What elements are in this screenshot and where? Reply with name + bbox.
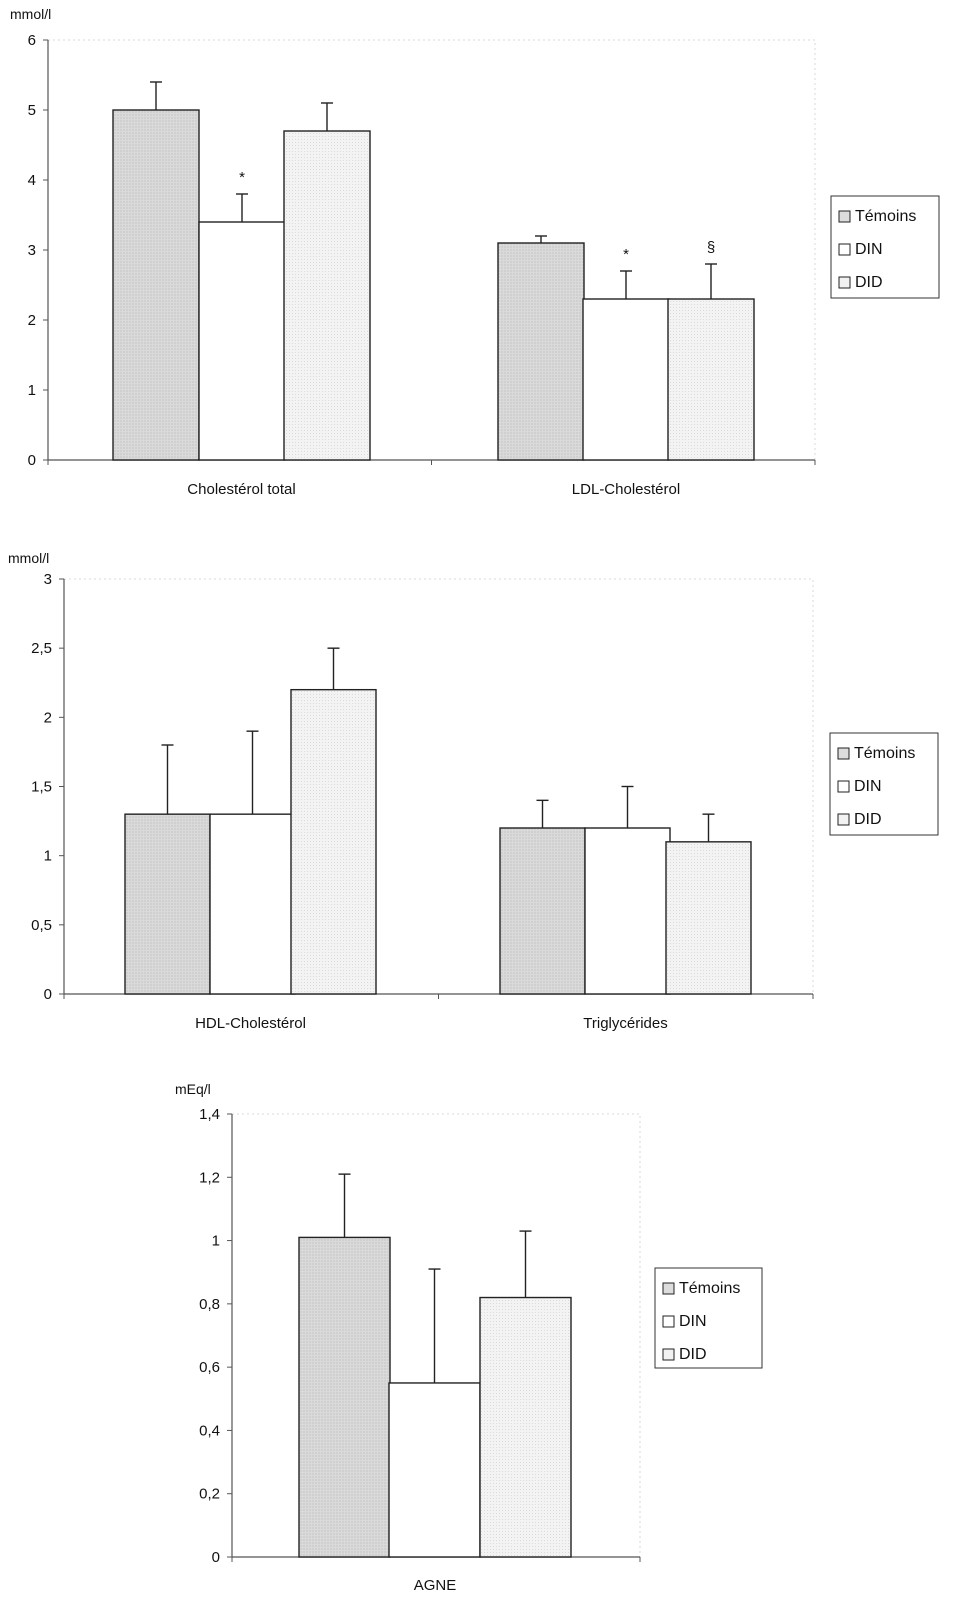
y-tick-label: 1 [212, 1233, 220, 1250]
y-axis-unit-label: mmol/l [8, 550, 49, 566]
y-tick-label: 0 [28, 452, 36, 469]
legend-swatch [662, 1315, 675, 1328]
bar-tmoins [112, 109, 200, 461]
y-tick-label: 1 [28, 382, 36, 399]
bar-din [388, 1382, 481, 1558]
bar-tmoins [124, 813, 211, 995]
y-tick-label: 0,5 [31, 917, 52, 934]
x-category-label: AGNE [414, 1577, 457, 1594]
bar-did [283, 130, 371, 461]
bar-tmoins [298, 1236, 391, 1558]
legend-swatch [662, 1348, 675, 1361]
chart-panel-2: 0 0,5 1 1,5 2 2,5 3 mmol/l HDL-Cholestérol Trigly… [8, 550, 939, 1032]
legend-entry: DIN [679, 1313, 707, 1330]
y-tick-label: 4 [28, 172, 36, 189]
legend-entry: DID [855, 274, 883, 291]
bar-did [665, 841, 752, 995]
y-tick-label: 0,6 [199, 1359, 220, 1376]
legend-entry: Témoins [854, 745, 915, 762]
y-tick-label: 0 [44, 986, 52, 1003]
legend-swatch [837, 747, 850, 760]
x-category-label: HDL-Cholestérol [195, 1015, 306, 1032]
bar-did [667, 298, 755, 461]
legend-swatch [838, 210, 851, 223]
y-axis-unit-label: mmol/l [10, 6, 51, 22]
legend-swatch [838, 276, 851, 289]
bar-din [584, 827, 671, 995]
legend: Témoins DIN DID [654, 1267, 763, 1369]
y-tick-label: 5 [28, 102, 36, 119]
legend-entry: DIN [854, 778, 882, 795]
y-tick-label: 6 [28, 32, 36, 49]
legend: Témoins DIN DID [830, 195, 940, 299]
x-category-label: Cholestérol total [187, 481, 295, 498]
significance-mark: * [239, 169, 245, 186]
chart-panel-1: 0 1 2 3 4 5 6 mmol/l * Cholestérol total * § LDL-Cho… [10, 6, 940, 498]
y-tick-label: 2,5 [31, 640, 52, 657]
y-tick-label: 1 [44, 848, 52, 865]
x-category-label: Triglycérides [583, 1015, 667, 1032]
bar-din [198, 221, 286, 461]
bar-did [479, 1296, 572, 1558]
y-tick-label: 2 [44, 709, 52, 726]
y-axis-unit-label: mEq/l [175, 1081, 211, 1097]
bar-din [582, 298, 670, 461]
y-tick-label: 3 [28, 242, 36, 259]
chart-panel-3: 0 0,2 0,4 0,6 0,8 1 1,2 1,4 mEq/l AGNE Témoins DIN D… [175, 1081, 763, 1594]
bar-did [290, 688, 377, 995]
legend-swatch [662, 1282, 675, 1295]
legend-swatch [837, 813, 850, 826]
y-tick-label: 0,4 [199, 1422, 220, 1439]
legend-entry: DIN [855, 241, 883, 258]
y-tick-label: 1,5 [31, 779, 52, 796]
legend: Témoins DIN DID [829, 732, 939, 836]
bar-tmoins [497, 242, 585, 461]
y-tick-label: 3 [44, 571, 52, 588]
y-tick-label: 0 [212, 1549, 220, 1566]
legend-entry: DID [679, 1346, 707, 1363]
y-tick-label: 0,2 [199, 1486, 220, 1503]
y-tick-label: 2 [28, 312, 36, 329]
x-category-label: LDL-Cholestérol [572, 481, 680, 498]
legend-entry: Témoins [679, 1280, 740, 1297]
y-tick-label: 1,4 [199, 1106, 220, 1123]
bar-din [209, 813, 296, 995]
legend-entry: Témoins [855, 208, 916, 225]
y-tick-label: 0,8 [199, 1296, 220, 1313]
legend-entry: DID [854, 811, 882, 828]
significance-mark: * [623, 246, 629, 263]
legend-swatch [837, 780, 850, 793]
bar-tmoins [499, 827, 586, 995]
y-tick-label: 1,2 [199, 1169, 220, 1186]
legend-swatch [838, 243, 851, 256]
significance-mark: § [707, 239, 715, 256]
